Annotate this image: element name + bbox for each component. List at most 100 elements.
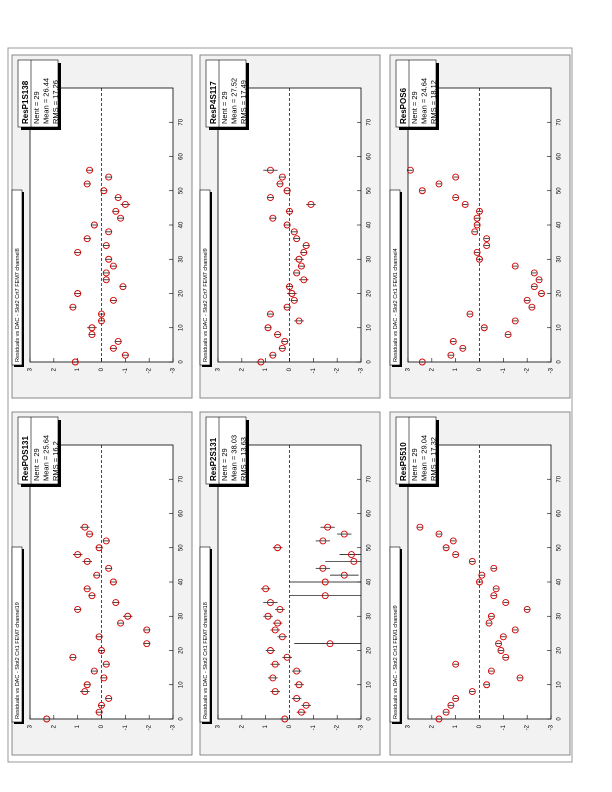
point [264, 612, 272, 620]
point [112, 599, 120, 606]
point [504, 331, 512, 339]
y-tick-label: 2 [429, 367, 435, 371]
point [483, 242, 491, 250]
chart-title: Residuals vs DAC - Slot2 Crt1 FEM1 chann… [393, 605, 399, 719]
y-tick-label: 1 [453, 724, 459, 728]
stats-line: Nent = 29 [220, 448, 229, 481]
point [143, 640, 151, 648]
x-tick-label: 0 [179, 717, 185, 721]
y-tick-label: 1 [263, 367, 269, 371]
point [274, 544, 282, 552]
y-tick-label: -2 [147, 724, 153, 730]
x-tick-label: 40 [557, 578, 563, 585]
point [490, 592, 498, 600]
x-tick-label: 20 [367, 290, 373, 297]
y-tick-label: 0 [287, 367, 293, 371]
point [324, 523, 332, 531]
point [466, 310, 474, 318]
point [114, 338, 122, 345]
point [442, 544, 450, 552]
y-tick-label: 1 [263, 724, 269, 728]
point [459, 344, 467, 352]
chart-title: Residuals vs DAC - Slot2 Crt7 FEM7 chann… [203, 248, 209, 362]
point [300, 276, 308, 284]
y-tick-label: 0 [99, 724, 105, 728]
point [340, 571, 348, 579]
x-tick-label: 50 [179, 544, 185, 551]
x-tick-label: 20 [557, 647, 563, 654]
point [447, 351, 455, 359]
point [452, 173, 460, 181]
x-tick-label: 50 [367, 187, 373, 194]
y-tick-label: 2 [51, 724, 57, 728]
x-tick-label: 10 [557, 324, 563, 331]
point [95, 633, 103, 641]
x-tick-label: 10 [179, 681, 185, 688]
point [295, 255, 303, 263]
point [117, 214, 125, 222]
stats-box [17, 416, 59, 485]
point [262, 585, 270, 593]
y-tick-label: -2 [525, 367, 531, 373]
point [98, 647, 105, 654]
point [471, 228, 479, 236]
y-tick-label: 2 [239, 367, 245, 371]
point [442, 708, 450, 716]
point [86, 166, 94, 174]
stats-line: Mean = 29.04 [419, 435, 428, 481]
x-tick-label: 60 [179, 510, 185, 517]
x-tick-label: 10 [557, 681, 563, 688]
x-tick-label: 10 [367, 324, 373, 331]
y-tick-label: -3 [549, 367, 555, 373]
point [74, 290, 82, 297]
point [105, 228, 113, 236]
title-box [11, 189, 23, 366]
point [286, 283, 293, 291]
point [449, 537, 457, 545]
point [95, 708, 103, 716]
x-tick-label: 60 [179, 153, 185, 160]
point [307, 200, 315, 208]
point [102, 242, 110, 250]
x-tick-label: 20 [179, 290, 185, 297]
point [117, 619, 125, 627]
point [109, 262, 117, 270]
point [257, 358, 265, 366]
x-tick-label: 40 [179, 578, 185, 585]
point [98, 701, 105, 709]
point [290, 228, 298, 236]
point [271, 626, 279, 634]
x-tick-label: 60 [557, 510, 563, 517]
point [348, 551, 355, 559]
stats: ResP1S138 Nent = 29 Mean = 26.44 RMS = 17.2… [21, 60, 60, 127]
stats-line: RMS = 17.26 [51, 80, 60, 124]
stats-line: Mean = 24.64 [419, 78, 428, 124]
y-tick-label: 3 [406, 367, 412, 371]
stats-line: RMS = 13.63 [239, 437, 248, 481]
point [523, 296, 531, 304]
point [288, 290, 296, 297]
point [102, 660, 110, 668]
point [105, 695, 113, 702]
stats-box [17, 59, 59, 128]
y-tick-label: 0 [99, 367, 105, 371]
chart-title: Residuals vs DAC - Slot2 Crt1 FEM1 chann… [393, 248, 399, 362]
point [266, 310, 274, 318]
point [281, 338, 289, 345]
point [461, 200, 469, 208]
y-tick-label: -1 [311, 367, 317, 373]
y-tick-label: -1 [123, 367, 129, 373]
x-tick-label: 60 [367, 510, 373, 517]
point [468, 558, 476, 565]
point [271, 688, 279, 696]
point [416, 523, 424, 531]
point [269, 674, 277, 682]
x-tick-label: 60 [367, 153, 373, 160]
point [447, 701, 455, 709]
stats-box [395, 416, 437, 485]
y-tick-label: 1 [75, 724, 81, 728]
panel: 0 10 20 30 40 50 60 70 -3 -2 -1 0 1 2 3 Residuals vs DA… [389, 411, 571, 756]
point [497, 647, 505, 654]
point [435, 180, 443, 188]
point [271, 660, 279, 668]
